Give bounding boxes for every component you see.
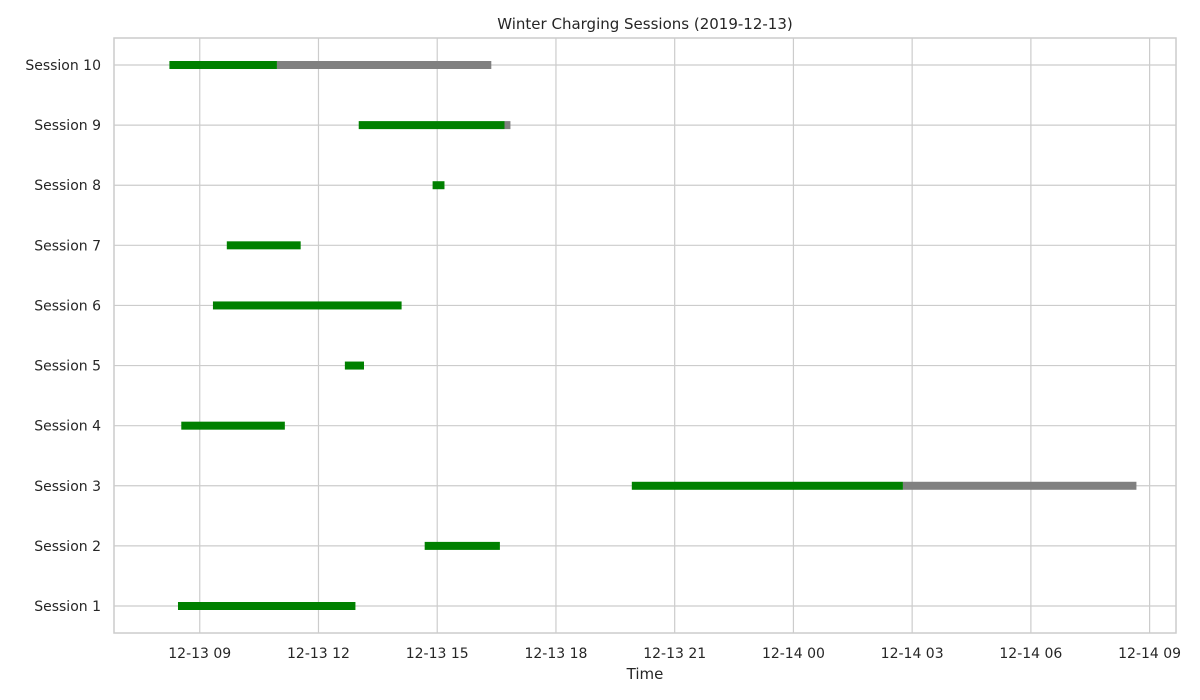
charging-bar bbox=[181, 421, 285, 430]
y-tick-label: Session 6 bbox=[34, 298, 101, 314]
charging-bar bbox=[212, 301, 402, 310]
idle-bar bbox=[276, 61, 492, 69]
y-tick-label: Session 9 bbox=[34, 118, 101, 134]
idle-bar bbox=[504, 121, 511, 130]
y-tick-labels: Session 1 Session 2 Session 3 Session 4 Sess… bbox=[25, 58, 101, 615]
x-tick-label: 12-13 15 bbox=[406, 646, 469, 662]
x-tick-label: 12-14 03 bbox=[881, 646, 944, 662]
y-tick-label: Session 2 bbox=[34, 539, 101, 555]
charging-bar bbox=[344, 361, 364, 370]
x-tick-label: 12-14 09 bbox=[1118, 646, 1181, 662]
charging-bar bbox=[432, 181, 445, 190]
y-tick-label: Session 4 bbox=[34, 419, 101, 435]
y-tick-label: Session 8 bbox=[34, 178, 101, 194]
plot-frame bbox=[113, 37, 1177, 634]
bar-layer bbox=[169, 61, 1137, 610]
x-tick-labels: 12-13 09 12-13 12 12-13 15 12-13 18 12-13 21… bbox=[168, 646, 1181, 662]
y-tick-label: Session 3 bbox=[34, 479, 101, 495]
charging-bar bbox=[177, 602, 356, 610]
charging-bar bbox=[226, 241, 301, 250]
x-tick-label: 12-14 06 bbox=[999, 646, 1062, 662]
x-axis-label: Time bbox=[626, 665, 664, 683]
charging-bar bbox=[169, 61, 277, 69]
y-tick-label: Session 7 bbox=[34, 238, 101, 254]
charging-bar bbox=[358, 121, 505, 130]
charging-bar bbox=[424, 541, 500, 550]
grid-layer bbox=[114, 38, 1176, 633]
y-tick-label: Session 10 bbox=[25, 58, 101, 74]
chart-title: Winter Charging Sessions (2019-12-13) bbox=[497, 15, 792, 33]
idle-bar bbox=[902, 481, 1137, 490]
x-tick-label: 12-14 00 bbox=[762, 646, 825, 662]
x-tick-label: 12-13 21 bbox=[643, 646, 706, 662]
y-tick-label: Session 5 bbox=[34, 359, 101, 375]
charging-bar bbox=[631, 481, 903, 490]
y-tick-label: Session 1 bbox=[34, 599, 101, 615]
x-tick-label: 12-13 09 bbox=[168, 646, 231, 662]
x-tick-label: 12-13 12 bbox=[287, 646, 350, 662]
x-tick-label: 12-13 18 bbox=[524, 646, 587, 662]
